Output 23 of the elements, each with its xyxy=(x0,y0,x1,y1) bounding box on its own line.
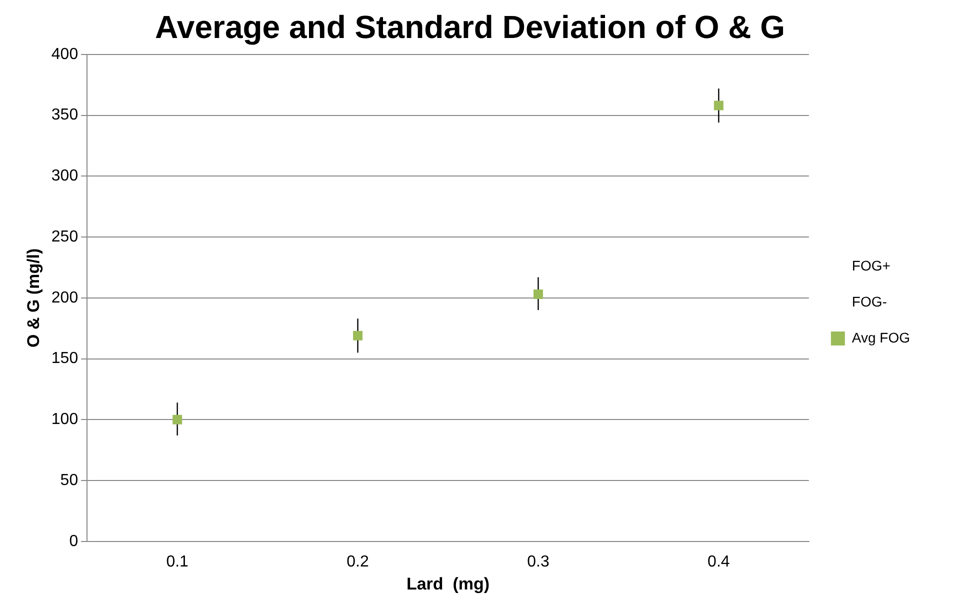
y-axis-title: O & G (mg/l) xyxy=(24,248,43,348)
legend-label: Avg FOG xyxy=(852,329,910,346)
point xyxy=(533,290,543,299)
y-tick-label: 100 xyxy=(51,411,78,428)
text: FOG- xyxy=(852,293,888,310)
y-tick-label: 300 xyxy=(51,168,78,185)
x-tick-label: 0.3 xyxy=(527,553,550,570)
x-tick-label: 0.1 xyxy=(166,553,189,570)
point xyxy=(172,414,182,424)
y-tick-label: 250 xyxy=(51,228,78,246)
y-tick-label: 50 xyxy=(60,472,78,489)
y-tick-label: 400 xyxy=(51,46,78,63)
text: FOG+ xyxy=(852,257,890,274)
y-tick-label: 350 xyxy=(51,106,78,124)
y-tick-label: 200 xyxy=(51,289,78,306)
x-tick-label: 0.2 xyxy=(346,553,369,570)
x-axis-title: Lard (mg) xyxy=(406,574,490,594)
chart-title: Average and Standard Deviation of O & G xyxy=(154,9,786,46)
x-tick-label: 0.4 xyxy=(708,553,730,570)
y-tick-label: 150 xyxy=(51,350,78,368)
point xyxy=(714,100,724,110)
y-tick-label: 0 xyxy=(69,532,78,550)
point xyxy=(353,330,363,340)
